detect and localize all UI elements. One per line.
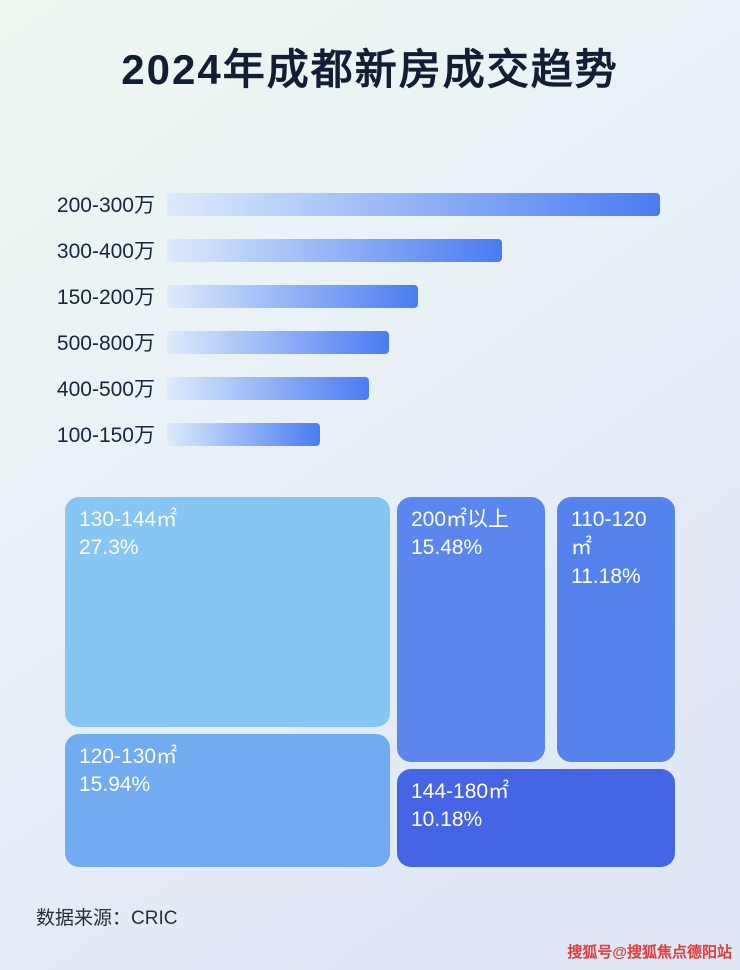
treemap-block-percent: 27.3% (79, 536, 139, 560)
bar (167, 238, 503, 262)
bar-track (167, 376, 660, 400)
bar-category-label: 500-800万 (56, 332, 155, 355)
bar-category-label: 150-200万 (56, 286, 155, 309)
bar (167, 192, 660, 216)
treemap-block-percent: 15.48% (411, 536, 483, 560)
bar-category-label: 400-500万 (56, 378, 155, 401)
treemap-block: 144-180㎡ 10.18% (397, 769, 675, 867)
bar-row: 300-400万 (50, 227, 660, 273)
watermark-label: 搜狐号@搜狐焦点德阳站 (567, 944, 732, 961)
bar-track (167, 284, 660, 308)
bar (167, 422, 320, 446)
bar-row: 100-150万 (50, 411, 660, 457)
treemap-block: 200㎡以上 15.48% (397, 497, 545, 762)
treemap-block-percent: 15.94% (79, 773, 151, 797)
treemap-block-label: 110-120㎡ (571, 508, 647, 560)
bar (167, 284, 419, 308)
page-title: 2024年成都新房成交趋势 (121, 46, 619, 93)
treemap-block: 130-144㎡ 27.3% (65, 497, 390, 727)
treemap-block: 110-120㎡ 11.18% (557, 497, 675, 762)
bar-track (167, 192, 660, 216)
bar-track (167, 330, 660, 354)
treemap-block: 120-130㎡ 15.94% (65, 734, 390, 867)
treemap-block-label: 130-144㎡ (79, 508, 178, 531)
bar (167, 376, 370, 400)
price-bar-chart: 200-300万 300-400万 150-200万 500-800万 400-500万… (0, 181, 740, 457)
bar-row: 400-500万 (50, 365, 660, 411)
bar-category-label: 200-300万 (56, 194, 155, 217)
area-treemap: 130-144㎡ 27.3% 120-130㎡ 15.94% 200㎡以上 15.48% 1… (65, 497, 675, 867)
bar-track (167, 422, 660, 446)
treemap-block-percent: 11.18% (571, 564, 641, 588)
treemap-block-percent: 10.18% (411, 808, 483, 832)
treemap-block-label: 200㎡以上 (411, 508, 510, 531)
treemap-block-label: 120-130㎡ (79, 745, 178, 768)
bar-track (167, 238, 660, 262)
bar-row: 500-800万 (50, 319, 660, 365)
bar (167, 330, 389, 354)
bar-row: 200-300万 (50, 181, 660, 227)
data-source-label: 数据来源：CRIC (36, 908, 178, 929)
bar-category-label: 100-150万 (56, 424, 155, 447)
bar-category-label: 300-400万 (56, 240, 155, 263)
bar-row: 150-200万 (50, 273, 660, 319)
treemap-block-label: 144-180㎡ (411, 780, 510, 803)
